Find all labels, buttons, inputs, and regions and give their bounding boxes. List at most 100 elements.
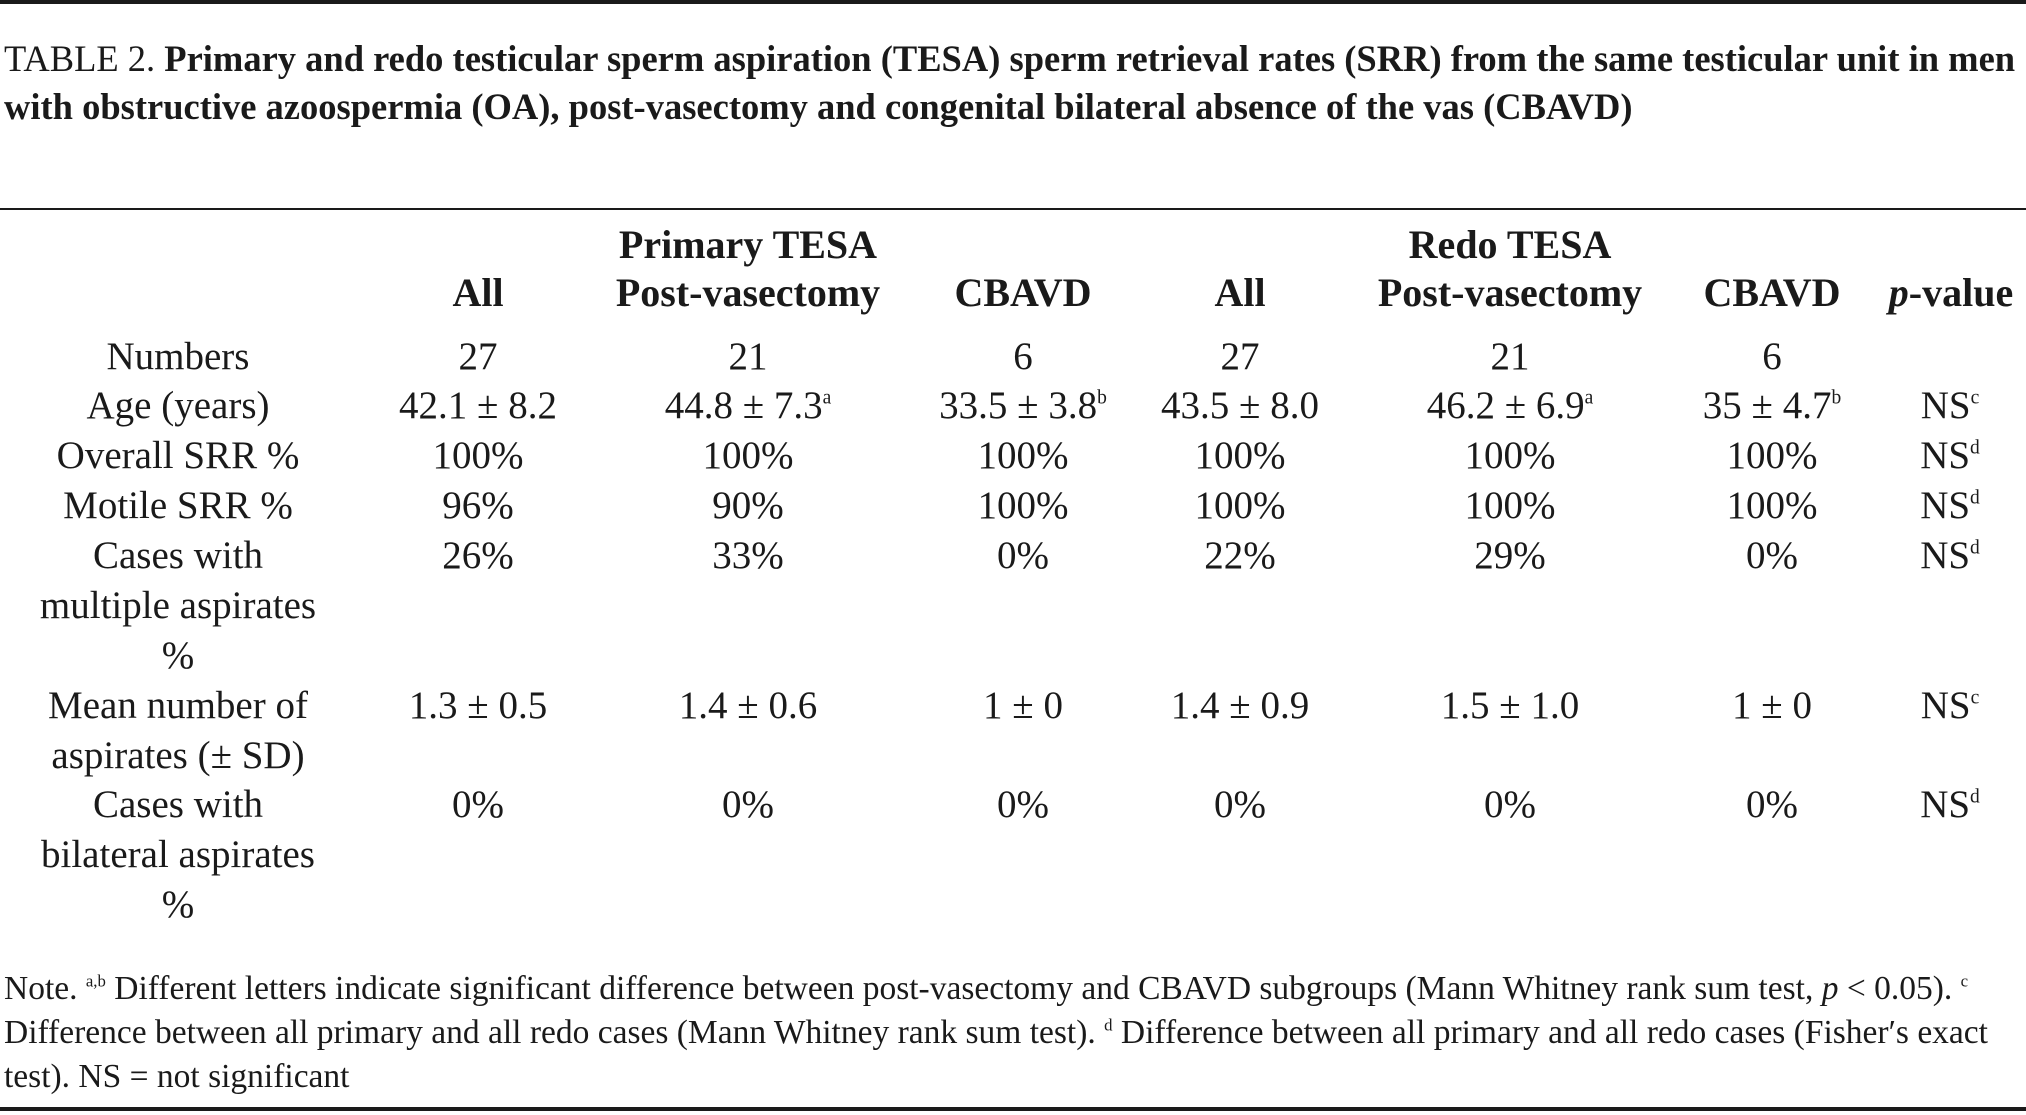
cell-value: 21 bbox=[728, 335, 768, 378]
cell-value: 43.5 ± 8.0 bbox=[1161, 384, 1319, 427]
table-cell: 100% bbox=[1090, 431, 1390, 481]
group-header-primary: Primary TESA bbox=[618, 222, 878, 267]
table-cell: 26% bbox=[328, 531, 628, 581]
table-cell: 1.4 ± 0.9 bbox=[1090, 681, 1390, 731]
table-cell: 100% bbox=[598, 431, 898, 481]
p-italic: p bbox=[1888, 270, 1909, 315]
cell-value: 0% bbox=[997, 534, 1049, 577]
table-cell: 1 ± 0 bbox=[1622, 681, 1922, 731]
table-cell: 0% bbox=[873, 780, 1173, 830]
table-cell: 100% bbox=[1090, 481, 1390, 531]
note-p-cond: < 0.05). bbox=[1846, 970, 1953, 1007]
cell-value: 100% bbox=[1726, 434, 1818, 477]
row-label: Mean number of aspirates (± SD) bbox=[0, 681, 356, 781]
cell-footnote-mark: b bbox=[1831, 387, 1842, 409]
cell-value: 33.5 ± 3.8 bbox=[939, 384, 1098, 427]
cell-value: 1.5 ± 1.0 bbox=[1440, 684, 1580, 727]
p-value-footnote-mark: c bbox=[1970, 387, 1980, 409]
p-value-cell: NSc bbox=[1875, 681, 2025, 731]
cell-value: 6 bbox=[1013, 335, 1033, 378]
table-cell: 0% bbox=[598, 780, 898, 830]
cell-value: 21 bbox=[1490, 335, 1530, 378]
row-label-line: multiple aspirates bbox=[39, 584, 317, 627]
table-cell: 27 bbox=[1090, 332, 1390, 382]
cell-value: 0% bbox=[1746, 783, 1798, 826]
row-label: Overall SRR % bbox=[0, 431, 356, 481]
cell-value: 27 bbox=[1220, 335, 1260, 378]
row-label: Motile SRR % bbox=[0, 481, 356, 531]
row-label: Age (years) bbox=[0, 381, 356, 431]
table-cell: 0% bbox=[873, 531, 1173, 581]
cell-value: 1 ± 0 bbox=[1732, 684, 1812, 727]
note-sup-ab: a,b bbox=[85, 971, 106, 991]
top-rule bbox=[0, 0, 2026, 4]
cell-value: 0% bbox=[1214, 783, 1266, 826]
table-cell: 1.5 ± 1.0 bbox=[1360, 681, 1660, 731]
p-value-footnote-mark: d bbox=[1970, 487, 1980, 509]
row-label-line: Cases with bbox=[92, 534, 264, 577]
p-value-cell: NSd bbox=[1875, 481, 2025, 531]
cell-value: 1.4 ± 0.9 bbox=[1170, 684, 1310, 727]
table-cell: 43.5 ± 8.0 bbox=[1090, 381, 1390, 431]
note-sup-c: c bbox=[1960, 971, 1969, 991]
p-value: NS bbox=[1920, 534, 1971, 577]
row-label-line: Overall SRR % bbox=[56, 434, 300, 477]
table-cell: 100% bbox=[1360, 431, 1660, 481]
col-header-p-value: p-value bbox=[1876, 269, 2026, 317]
p-value-footnote-mark: d bbox=[1970, 537, 1980, 559]
col-header-redo-all: All bbox=[1214, 270, 1266, 315]
table-cell: 0% bbox=[1622, 531, 1922, 581]
table-cell: 0% bbox=[328, 780, 628, 830]
header-rule bbox=[0, 208, 2026, 210]
cell-value: 100% bbox=[977, 484, 1069, 527]
table-cell: 100% bbox=[1622, 481, 1922, 531]
table-cell: 33.5 ± 3.8b bbox=[873, 381, 1173, 431]
p-value-footnote-mark: c bbox=[1970, 687, 1980, 709]
table-cell: 0% bbox=[1360, 780, 1660, 830]
table-cell: 96% bbox=[328, 481, 628, 531]
cell-value: 0% bbox=[997, 783, 1049, 826]
row-label-line: Age (years) bbox=[86, 384, 270, 427]
cell-value: 96% bbox=[442, 484, 514, 527]
p-value: NS bbox=[1920, 484, 1971, 527]
cell-value: 100% bbox=[977, 434, 1069, 477]
table-cell: 42.1 ± 8.2 bbox=[328, 381, 628, 431]
cell-value: 90% bbox=[712, 484, 784, 527]
cell-value: 29% bbox=[1474, 534, 1546, 577]
table-cell: 33% bbox=[598, 531, 898, 581]
row-label-line: % bbox=[161, 634, 195, 677]
table-cell: 0% bbox=[1622, 780, 1922, 830]
p-value: NS bbox=[1920, 434, 1971, 477]
cell-value: 35 ± 4.7 bbox=[1702, 384, 1832, 427]
table-caption: TABLE 2. Primary and redo testicular spe… bbox=[4, 35, 2020, 131]
row-label-line: % bbox=[161, 883, 195, 926]
cell-value: 22% bbox=[1204, 534, 1276, 577]
row-label-line: Mean number of bbox=[48, 684, 308, 727]
cell-value: 44.8 ± 7.3 bbox=[664, 384, 823, 427]
table-cell: 27 bbox=[328, 332, 628, 382]
cell-value: 100% bbox=[1464, 434, 1556, 477]
table-cell: 1 ± 0 bbox=[873, 681, 1173, 731]
table-cell: 100% bbox=[873, 481, 1173, 531]
p-value-cell: NSc bbox=[1875, 381, 2025, 431]
p-value-footnote-mark: d bbox=[1970, 786, 1980, 808]
table-cell: 100% bbox=[1622, 431, 1922, 481]
cell-value: 26% bbox=[442, 534, 514, 577]
p-rest: -value bbox=[1908, 270, 2014, 315]
cell-value: 6 bbox=[1762, 335, 1782, 378]
p-value-cell: NSd bbox=[1875, 431, 2025, 481]
note-text-ab: Different letters indicate significant d… bbox=[114, 970, 1814, 1007]
cell-value: 0% bbox=[1484, 783, 1536, 826]
cell-value: 100% bbox=[1726, 484, 1818, 527]
row-label-line: Numbers bbox=[106, 335, 250, 378]
table-cell: 21 bbox=[1360, 332, 1660, 382]
p-value-cell: NSd bbox=[1875, 780, 2025, 830]
note-p-italic: p bbox=[1821, 970, 1839, 1007]
table-cell: 100% bbox=[1360, 481, 1660, 531]
table-note: Note. a,b Different letters indicate sig… bbox=[4, 967, 2022, 1099]
caption-title: Primary and redo testicular sperm aspira… bbox=[4, 38, 2016, 127]
row-label-line: Cases with bbox=[92, 783, 264, 826]
bottom-rule bbox=[0, 1107, 2026, 1111]
table-cell: 46.2 ± 6.9a bbox=[1360, 381, 1660, 431]
cell-footnote-mark: a bbox=[822, 387, 832, 409]
